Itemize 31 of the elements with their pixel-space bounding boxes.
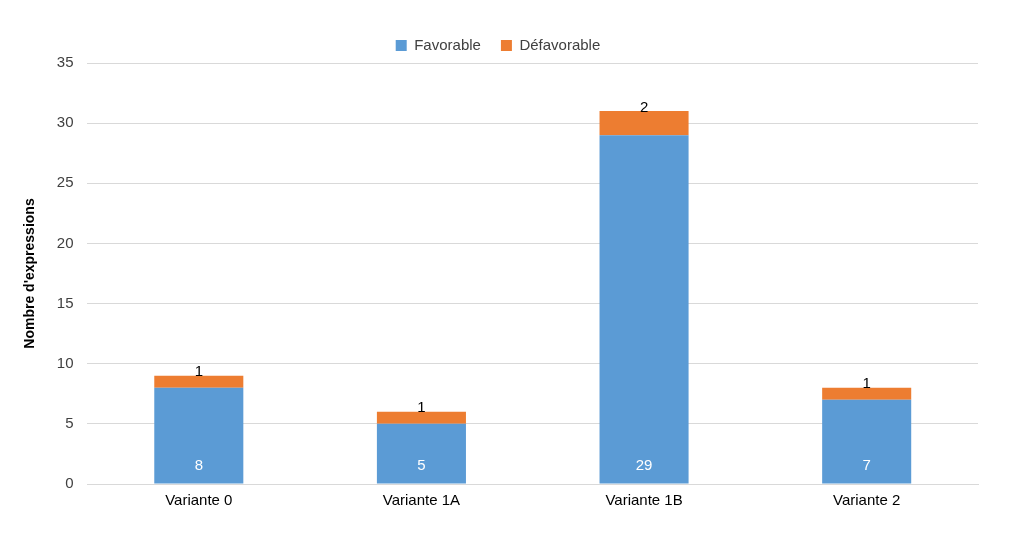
bar bbox=[376, 423, 466, 484]
y-tick-label: 30 bbox=[56, 113, 74, 131]
bar bbox=[599, 111, 689, 136]
bar bbox=[154, 387, 244, 484]
bar bbox=[154, 375, 244, 388]
bar bbox=[599, 135, 689, 484]
data-label: 8 bbox=[194, 456, 203, 474]
x-tick-label: Variante 2 bbox=[833, 491, 901, 509]
bar bbox=[376, 411, 466, 424]
y-tick-label: 20 bbox=[56, 233, 74, 251]
y-axis-title: Nombre d'expressions bbox=[21, 198, 38, 349]
y-tick-label: 10 bbox=[56, 353, 74, 371]
legend-label: Défavorable bbox=[519, 35, 601, 53]
x-tick-label: Variante 1A bbox=[382, 491, 461, 509]
data-label: 5 bbox=[417, 456, 426, 474]
data-label: 1 bbox=[862, 374, 871, 392]
y-tick-label: 35 bbox=[56, 53, 74, 71]
data-label: 7 bbox=[862, 456, 871, 474]
legend-label: Favorable bbox=[414, 35, 481, 53]
y-tick-label: 25 bbox=[56, 173, 74, 191]
x-tick-label: Variante 0 bbox=[165, 491, 233, 509]
y-tick-label: 5 bbox=[65, 414, 74, 431]
bar bbox=[822, 399, 912, 484]
bar bbox=[822, 387, 912, 400]
data-label: 29 bbox=[635, 456, 653, 474]
y-tick-label: 15 bbox=[56, 293, 74, 311]
x-tick-label: Variante 1B bbox=[605, 491, 683, 509]
data-label: 2 bbox=[639, 97, 649, 115]
y-tick-label: 0 bbox=[65, 474, 74, 492]
data-label: 1 bbox=[417, 398, 426, 416]
data-label: 1 bbox=[194, 362, 203, 380]
